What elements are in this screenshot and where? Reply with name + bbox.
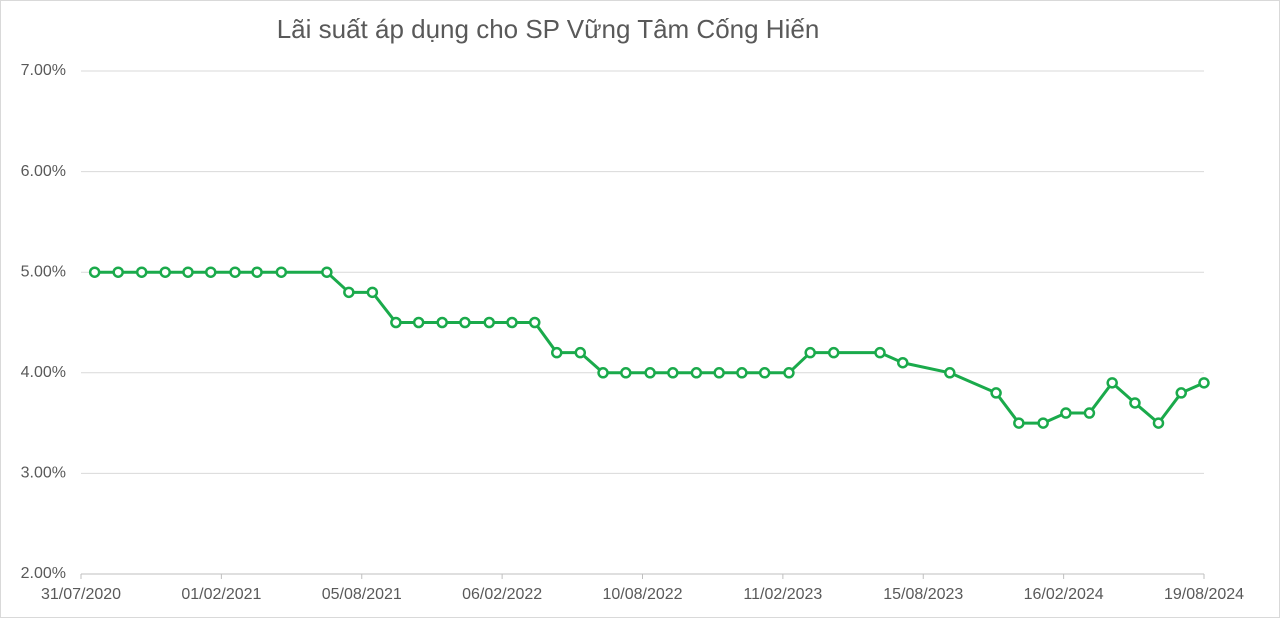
point-marker [758,367,771,379]
point-marker [1175,387,1187,399]
point-marker [990,387,1002,399]
x-tick-label: 16/02/2024 [1024,586,1104,603]
point-marker [205,266,217,278]
x-tick-label: 10/08/2022 [602,586,682,603]
point-marker [736,367,748,379]
point-marker [1198,377,1210,389]
y-tick-label: 4.00% [21,364,66,381]
point-marker [343,286,355,299]
point-marker [506,316,518,329]
point-marker [459,316,471,329]
point-marker [1013,417,1025,429]
y-tick-label: 2.00% [21,565,66,582]
point-marker [229,266,241,278]
point-marker [574,346,587,359]
point-marker [88,266,101,278]
point-marker [690,367,703,379]
x-tick-label: 05/08/2021 [322,586,402,603]
point-marker [597,367,609,379]
x-tick-label: 11/02/2023 [743,586,822,603]
point-marker [412,316,425,329]
point-marker [483,316,495,329]
chart-title: Lãi suất áp dụng cho SP Vững Tâm Cống Hi… [277,14,820,44]
point-marker [804,346,816,359]
point-marker [112,266,124,278]
point-marker [135,266,148,278]
point-marker [713,367,725,379]
point-marker [1037,417,1049,429]
x-tick-label: 15/08/2023 [883,586,963,603]
point-marker [275,266,288,278]
point-marker [620,367,632,379]
point-marker [827,346,840,359]
point-marker [1060,407,1072,419]
point-marker [1152,417,1165,429]
x-tick-label: 31/07/2020 [41,586,121,603]
point-marker [874,346,886,359]
point-marker [667,367,679,379]
point-marker [366,286,379,299]
point-marker [390,316,402,329]
x-tick-label: 01/02/2021 [181,586,261,603]
y-tick-label: 6.00% [21,163,66,180]
y-tick-label: 7.00% [21,62,66,79]
point-marker [529,316,541,329]
point-marker [251,266,263,278]
point-marker [436,316,448,329]
point-marker [182,266,194,278]
y-tick-label: 3.00% [21,465,66,482]
point-marker [897,356,909,369]
point-marker [321,266,333,278]
point-marker [783,367,795,379]
x-tick-label: 19/08/2024 [1164,586,1244,603]
point-marker [644,367,656,379]
point-marker [159,266,171,278]
point-marker [944,367,956,379]
point-marker [551,346,563,359]
point-marker [1129,397,1141,409]
point-marker [1083,407,1096,419]
x-tick-label: 06/02/2022 [462,586,542,603]
point-marker [1106,377,1118,389]
y-tick-label: 5.00% [21,263,66,280]
